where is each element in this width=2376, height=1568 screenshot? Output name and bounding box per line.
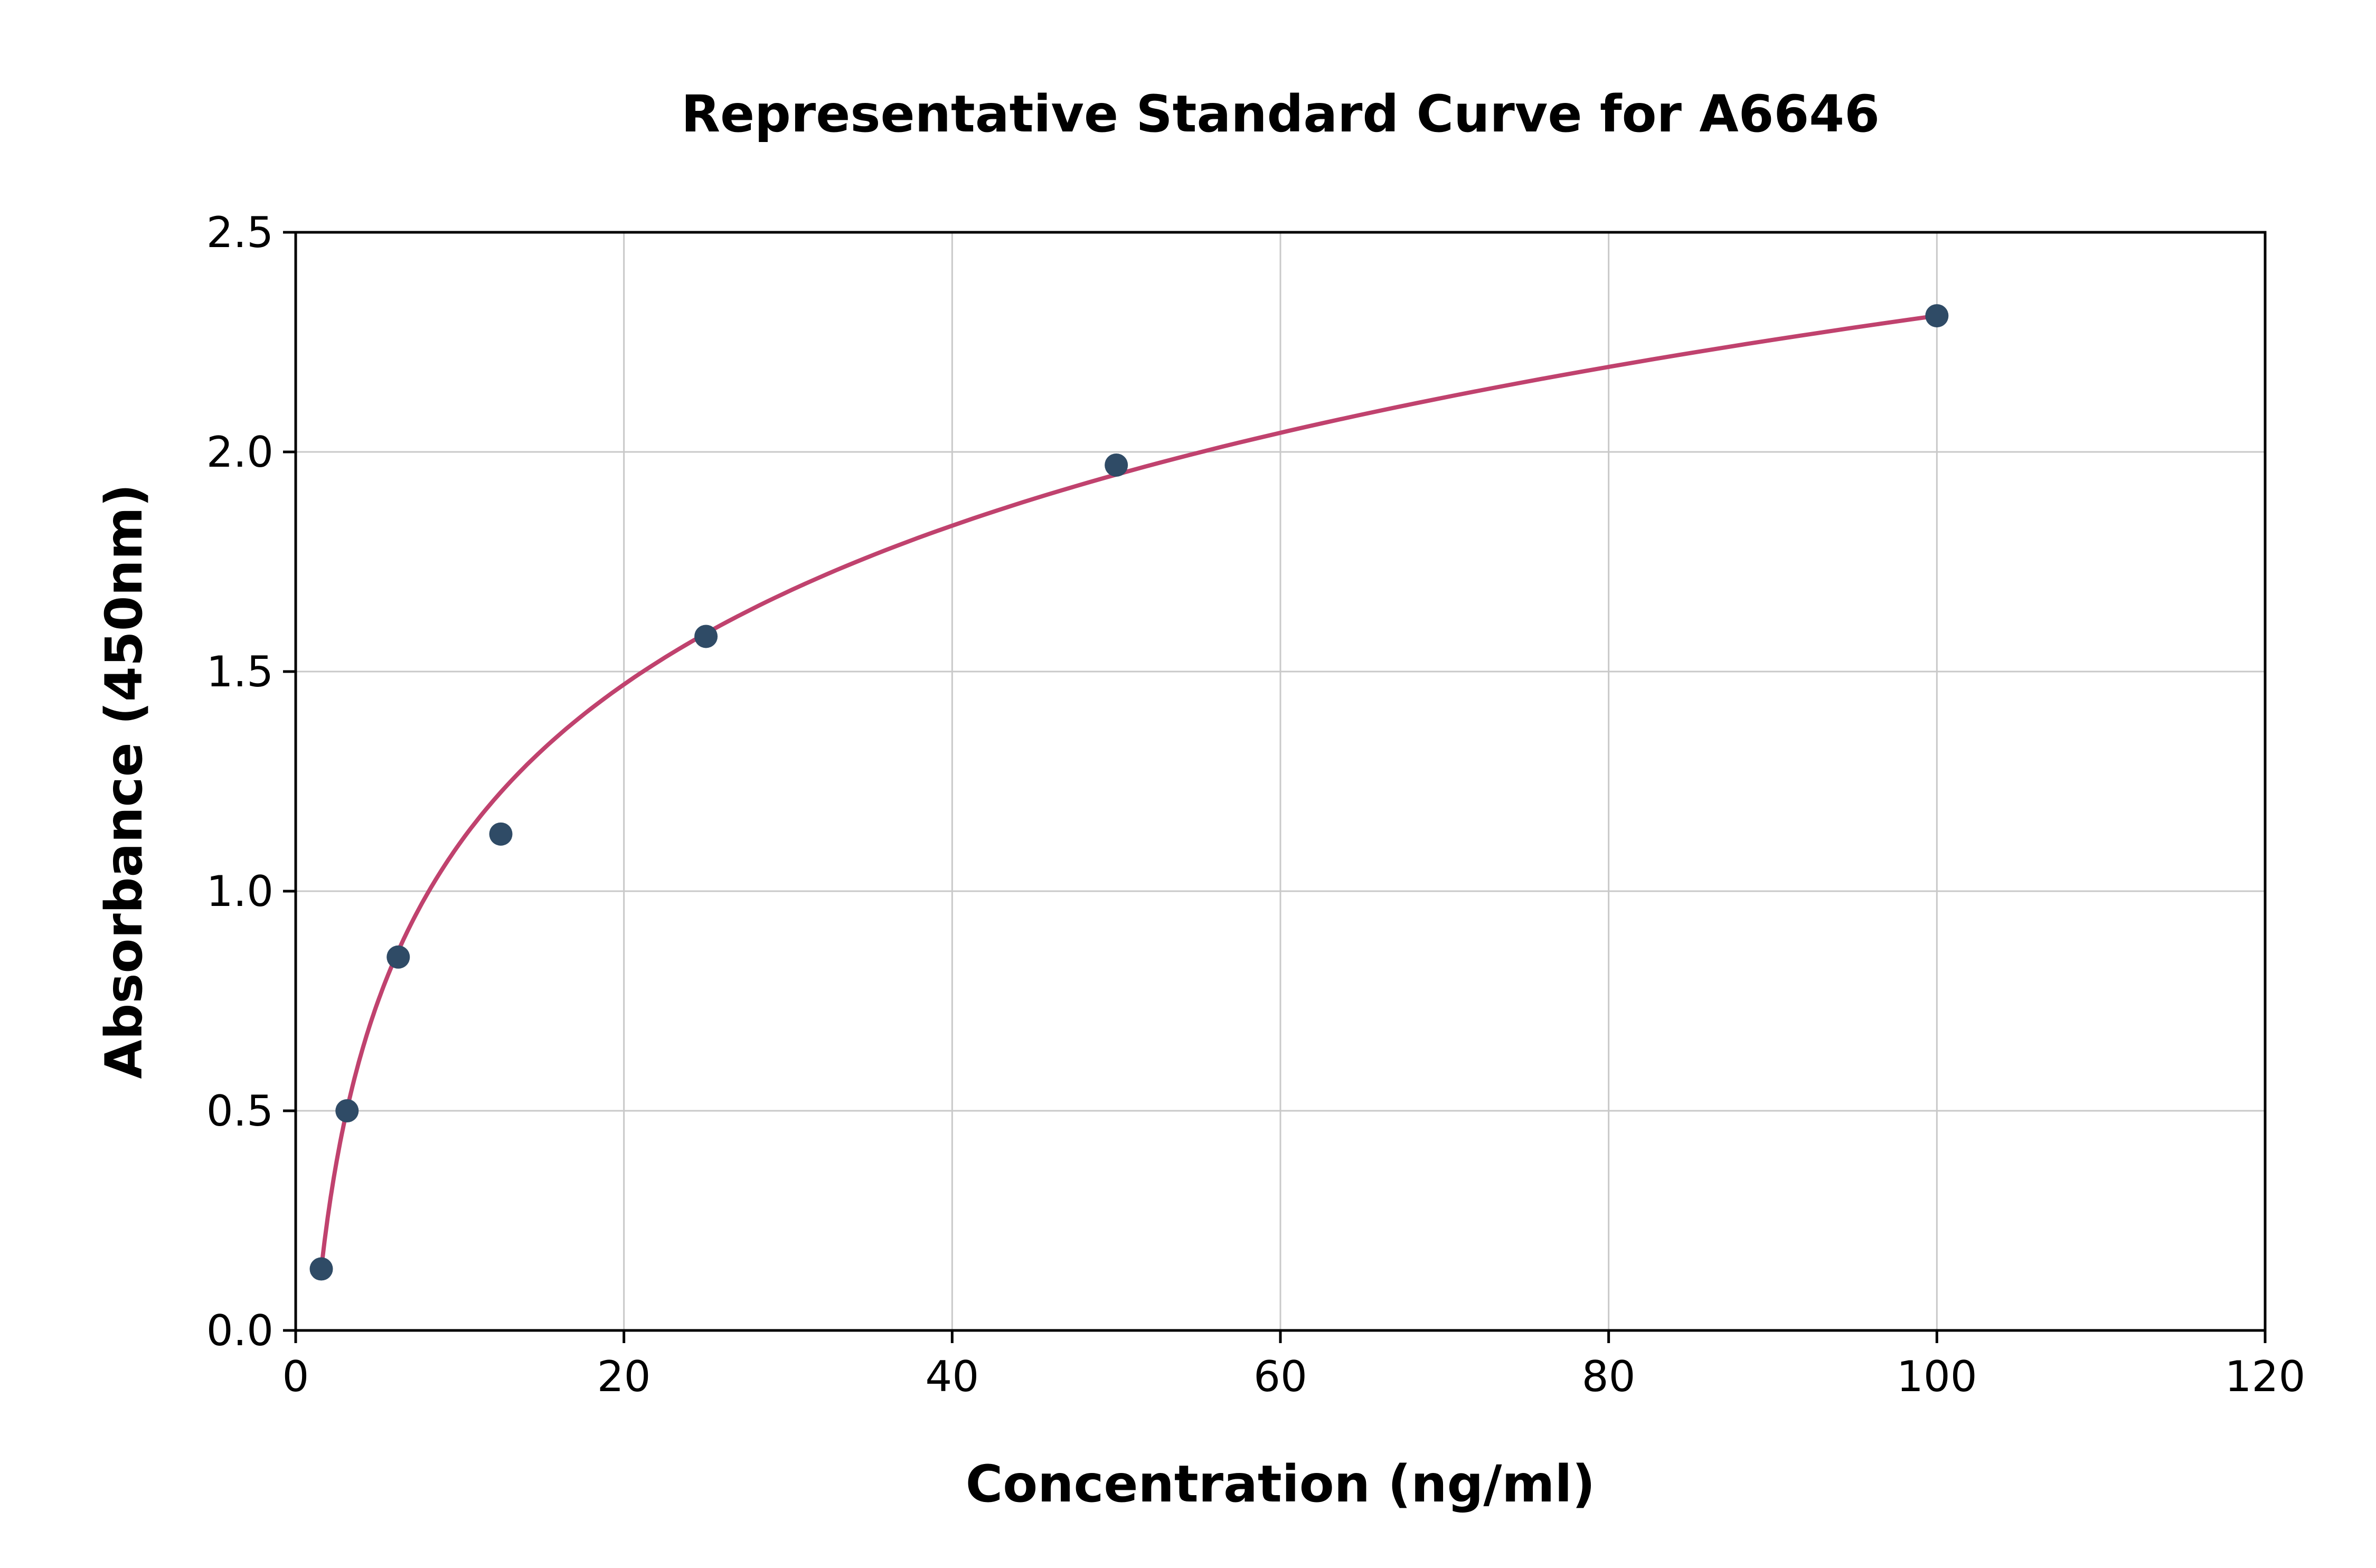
data-point (1925, 304, 1949, 328)
x-tick-label: 120 (2225, 1352, 2306, 1401)
fit-curve (319, 314, 1939, 1271)
x-tick-label: 40 (925, 1352, 979, 1401)
data-point (489, 822, 513, 846)
data-point (309, 1257, 333, 1281)
chart-title: Representative Standard Curve for A6646 (681, 84, 1880, 144)
data-point (694, 625, 718, 648)
x-tick-label: 80 (1582, 1352, 1636, 1401)
data-point (335, 1099, 359, 1122)
y-tick-label: 2.5 (206, 208, 274, 257)
y-tick-label: 2.0 (206, 428, 274, 477)
y-tick-label: 1.5 (206, 647, 274, 696)
y-tick-label: 0.0 (206, 1306, 274, 1355)
x-tick-label: 100 (1897, 1352, 1977, 1401)
y-tick-label: 1.0 (206, 867, 274, 916)
x-tick-label: 0 (282, 1352, 309, 1401)
x-tick-label: 60 (1253, 1352, 1307, 1401)
x-axis-label: Concentration (ng/ml) (965, 1454, 1596, 1514)
data-point (386, 945, 410, 969)
x-tick-label: 20 (597, 1352, 651, 1401)
data-point (1105, 453, 1128, 477)
y-tick-label: 0.5 (206, 1087, 274, 1136)
